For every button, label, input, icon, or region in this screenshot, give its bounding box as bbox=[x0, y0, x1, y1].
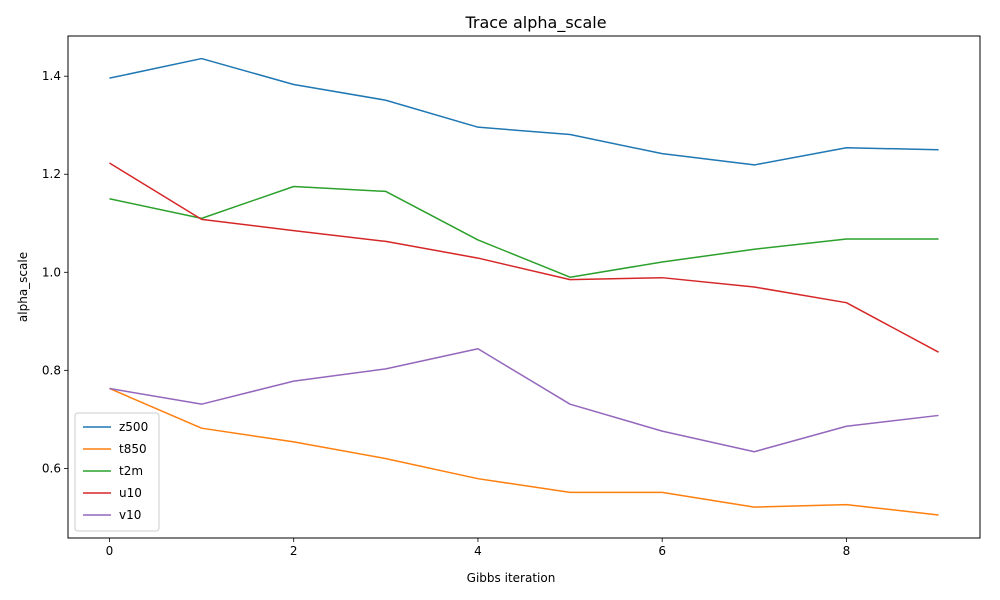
chart-title: Trace alpha_scale bbox=[464, 13, 606, 33]
y-tick-label: 0.6 bbox=[42, 461, 61, 475]
series-line-t2m bbox=[109, 185, 939, 278]
legend-label-u10: u10 bbox=[119, 486, 142, 500]
legend-label-v10: v10 bbox=[119, 508, 141, 522]
y-tick-label: 1.2 bbox=[42, 167, 61, 181]
plot-area bbox=[109, 57, 939, 516]
series-line-t850 bbox=[109, 387, 939, 516]
y-axis: 0.6 0.8 1.0 1.2 1.4 bbox=[42, 69, 68, 475]
y-tick-label: 0.8 bbox=[42, 363, 61, 377]
legend-label-t2m: t2m bbox=[119, 464, 143, 478]
x-tick-label: 6 bbox=[658, 544, 666, 558]
x-axis-label: Gibbs iteration bbox=[467, 571, 556, 585]
legend-box bbox=[74, 412, 160, 532]
y-tick-label: 1.4 bbox=[42, 69, 61, 83]
series-line-u10 bbox=[109, 162, 939, 353]
legend-label-z500: z500 bbox=[119, 420, 148, 434]
legend-label-t850: t850 bbox=[119, 442, 147, 456]
x-axis: 0 2 4 6 8 bbox=[106, 538, 851, 558]
x-tick-label: 4 bbox=[474, 544, 482, 558]
series-line-z500 bbox=[109, 57, 939, 166]
y-axis-label: alpha_scale bbox=[16, 252, 30, 322]
x-tick-label: 2 bbox=[290, 544, 298, 558]
plot-frame bbox=[67, 35, 981, 539]
y-tick-label: 1.0 bbox=[42, 265, 61, 279]
series-line-v10 bbox=[109, 348, 939, 453]
x-tick-label: 8 bbox=[843, 544, 851, 558]
legend: z500 t850 t2m u10 v10 bbox=[74, 412, 160, 532]
x-tick-label: 0 bbox=[106, 544, 114, 558]
